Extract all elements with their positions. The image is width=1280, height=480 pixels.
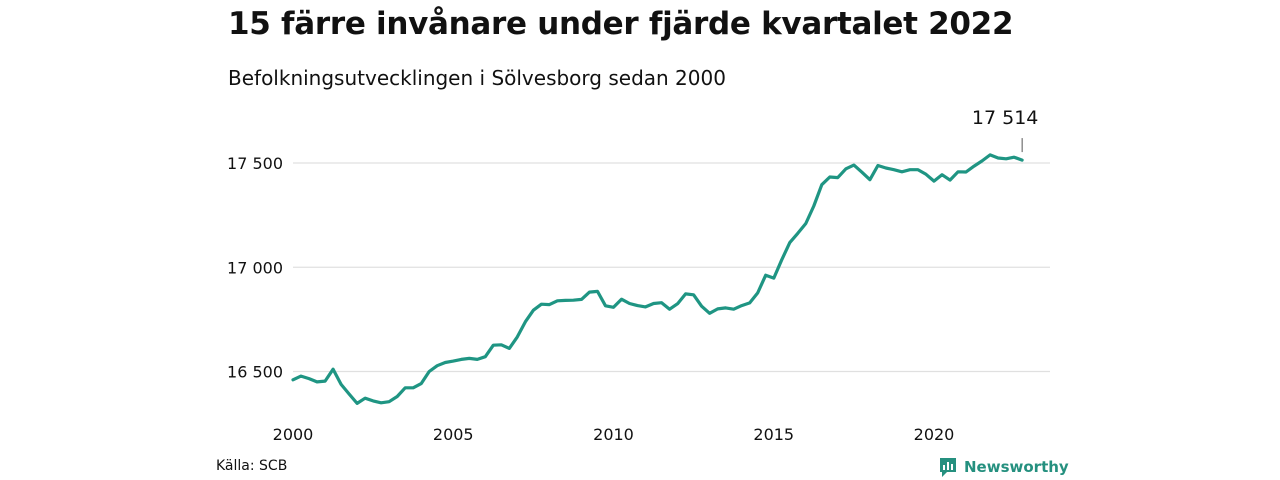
- x-tick-label: 2005: [433, 425, 474, 444]
- chart-subtitle: Befolkningsutvecklingen i Sölvesborg sed…: [228, 66, 726, 90]
- x-tick-label: 2010: [593, 425, 634, 444]
- brand-logo: Newsworthy: [938, 456, 1069, 478]
- gridlines: [293, 162, 1050, 373]
- y-axis-ticks: 16 500 17 000 17 500: [227, 154, 283, 382]
- y-tick-label: 17 000: [227, 258, 283, 277]
- y-tick-label: 16 500: [227, 363, 283, 382]
- x-axis-ticks: 2000 2005 2010 2015 2020: [273, 425, 955, 444]
- y-tick-label: 17 500: [227, 154, 283, 173]
- brand-name: Newsworthy: [964, 458, 1069, 476]
- annotation-last-value: 17 514: [972, 107, 1038, 129]
- x-tick-label: 2000: [273, 425, 314, 444]
- chart-title: 15 färre invånare under fjärde kvartalet…: [228, 6, 1014, 42]
- x-tick-label: 2015: [753, 425, 794, 444]
- source-label: Källa: SCB: [216, 458, 288, 474]
- series-line-population: [291, 153, 1024, 405]
- x-tick-label: 2020: [914, 425, 955, 444]
- newsworthy-logo-icon: [940, 458, 956, 477]
